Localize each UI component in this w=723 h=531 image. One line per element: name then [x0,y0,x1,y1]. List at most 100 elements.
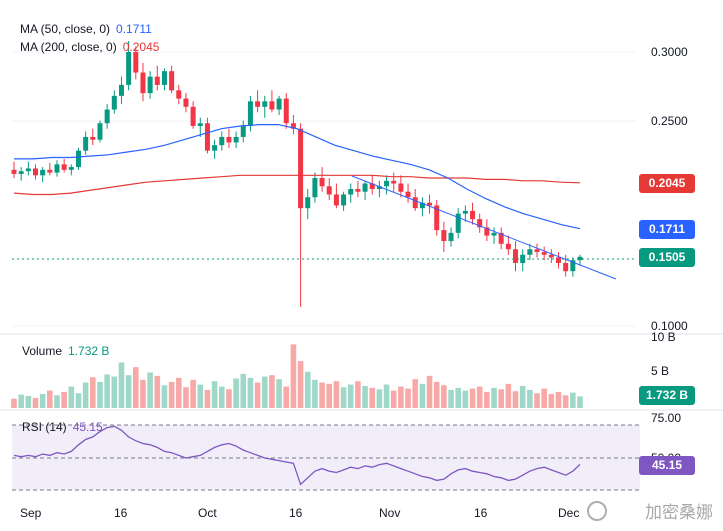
candle-body [462,210,468,214]
rsi-legend-label: RSI (14) [22,420,67,434]
volume-bar [355,381,361,408]
volume-bar [283,386,290,408]
volume-bar [211,381,218,408]
trend-line[interactable] [351,175,617,280]
candle-body [262,101,268,107]
volume-bar [505,383,512,408]
candles-layer [11,41,583,307]
candle-body [75,150,81,168]
last-price-tag: 0.1505 [639,248,695,267]
main-pane: 0.3000 0.2500 0.1000 [11,41,688,333]
volume-bar [247,377,254,408]
candle-body [47,169,53,173]
candle-body [226,136,232,143]
candle-body [505,243,511,250]
volume-bar [369,387,376,408]
volume-bar [498,389,504,408]
volume-bar [97,381,103,408]
candle-body [83,136,89,151]
volume-bar [376,389,383,408]
volume-bar [319,382,325,408]
volume-bar [462,390,469,408]
candle-body [570,260,576,272]
candle-body [233,136,239,143]
candle-body [348,189,354,195]
volume-bar [519,385,526,408]
ma50-legend[interactable]: MA (50, close, 0) 0.1711 [20,22,152,37]
volume-bar [68,386,75,408]
rsi-label-75: 75.00 [651,411,681,425]
candle-body [312,178,318,198]
ma200-line [13,174,581,196]
price-label-0.3000: 0.3000 [651,45,688,59]
volume-bar [476,386,483,408]
volume-bar [75,393,82,408]
candle-body [556,257,562,263]
volume-bar [405,388,411,408]
rsi-legend[interactable]: RSI (14) 45.15 [22,420,103,435]
volume-bar [39,393,46,408]
volume-label-10b: 10 B [651,330,676,344]
volume-bar [448,389,454,408]
candle-body [190,106,196,126]
candle-body [541,252,547,255]
candle-body [18,171,24,174]
volume-bar [577,396,583,408]
candle-body [484,227,490,236]
volume-bar [226,389,232,408]
volume-bar [491,387,497,408]
price-label-0.2500: 0.2500 [651,114,688,128]
candle-body [54,164,60,173]
volume-bar [390,390,397,408]
candle-body [419,202,425,209]
time-axis: Sep 16 Oct 16 Nov 16 Dec [20,506,579,520]
candle-body [269,101,275,110]
volume-legend[interactable]: Volume 1.732 B [22,344,109,359]
volume-bar [333,381,340,408]
volume-bar [548,393,555,408]
volume-bar [455,387,462,408]
volume-bar [484,391,490,408]
candle-body [118,84,124,96]
candle-body [498,232,504,244]
candle-body [283,98,289,124]
candle-body [40,169,46,176]
candle-body [276,98,282,110]
volume-bar [190,379,196,408]
volume-tag: 1.732 B [639,386,695,405]
candle-body [111,95,117,110]
candle-body [97,123,103,140]
volume-bar [562,395,569,408]
volume-bar [512,391,519,408]
volume-bar [111,376,118,408]
volume-bar [218,386,225,408]
time-label-16-sep: 16 [114,506,128,520]
volume-bar [175,377,182,408]
candle-body [133,52,139,73]
volume-bar [82,382,89,408]
volume-bar [383,384,390,408]
volume-bars [11,344,583,408]
candle-body [548,254,554,258]
volume-bar [541,388,547,408]
watermark-icon [587,501,607,521]
volume-bar [312,379,318,408]
volume-label-5b: 5 B [651,364,669,378]
volume-bar [32,397,39,408]
candle-body [212,145,218,151]
volume-bar [347,384,354,408]
candle-body [290,123,296,129]
volume-bar [168,381,175,408]
candle-body [25,168,31,172]
ma200-legend[interactable]: MA (200, close, 0) 0.2045 [20,40,159,55]
volume-bar [54,395,60,408]
candle-body [427,202,433,206]
candle-body [491,232,497,236]
price-label-0.1000: 0.1000 [651,319,688,333]
volume-bar [154,375,161,408]
volume-bar [161,385,168,408]
candle-body [298,128,304,209]
volume-bar [297,361,304,408]
volume-bar [118,362,125,408]
